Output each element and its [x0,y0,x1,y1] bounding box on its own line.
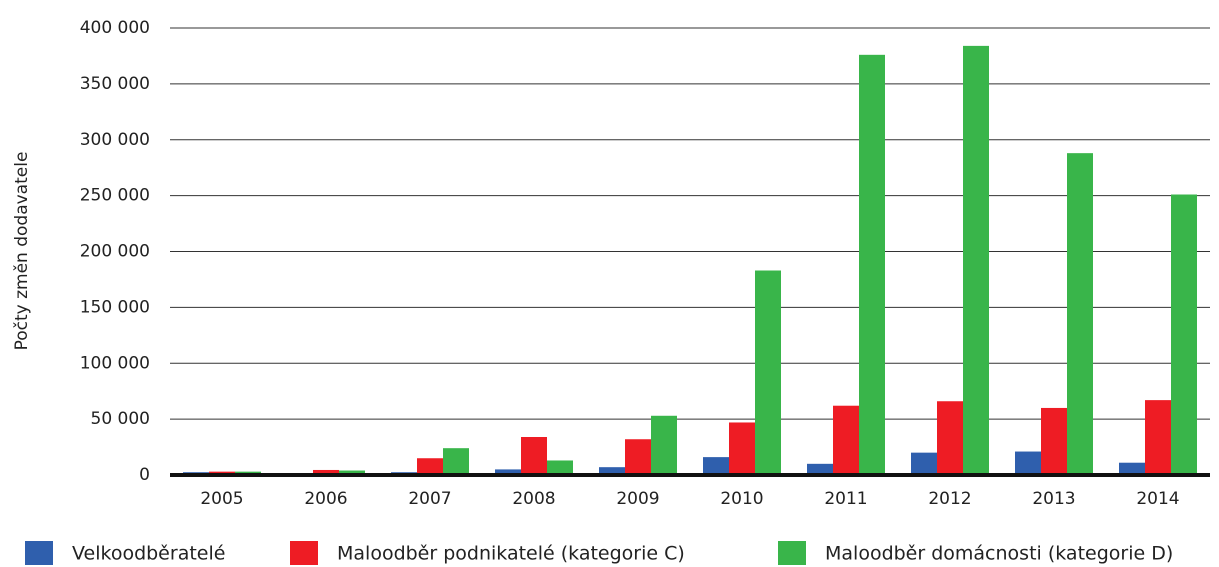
x-tick-label: 2007 [408,489,451,509]
bar [1145,400,1171,475]
y-tick-label: 50 000 [91,409,150,429]
legend-label: Maloodběr podnikatelé (kategorie C) [337,543,685,565]
bar [833,405,859,475]
bar [937,401,963,475]
y-tick-label: 0 [139,465,150,485]
x-tick-label: 2012 [928,489,971,509]
bar [495,469,521,475]
legend-label: Maloodběr domácnosti (kategorie D) [825,543,1173,565]
x-tick-label: 2008 [512,489,555,509]
bar [729,422,755,475]
legend-swatch [778,541,806,565]
y-tick-label: 250 000 [80,186,150,206]
x-tick-label: 2009 [616,489,659,509]
y-tick-label: 150 000 [80,297,150,317]
bar [313,469,339,475]
legend-swatch [290,541,318,565]
bar [443,448,469,475]
bar [521,437,547,475]
x-tick-label: 2014 [1136,489,1179,509]
bar [417,458,443,475]
x-tick-label: 2006 [304,489,347,509]
bar [1171,194,1197,475]
x-tick-label: 2013 [1032,489,1075,509]
y-axis-label: Počty změn dodavatele [12,152,32,351]
y-tick-label: 100 000 [80,353,150,373]
x-tick-label: 2011 [824,489,867,509]
bar [625,439,651,475]
legend-label: Velkoodběratelé [72,543,225,565]
y-tick-label: 400 000 [80,18,150,38]
legend-swatch [25,541,53,565]
bar [651,415,677,475]
y-tick-label: 350 000 [80,74,150,94]
bar [547,460,573,475]
x-tick-label: 2005 [200,489,243,509]
bar [1067,153,1093,475]
bar [1119,462,1145,475]
bar [703,457,729,475]
bar [599,467,625,475]
x-tick-label: 2010 [720,489,763,509]
bar [963,45,989,475]
y-tick-label: 300 000 [80,130,150,150]
y-tick-label: 200 000 [80,242,150,262]
bar [807,463,833,475]
bar [339,470,365,475]
bar [911,452,937,475]
bar [1015,451,1041,475]
bar [859,54,885,475]
bar [755,270,781,475]
bar [1041,407,1067,475]
